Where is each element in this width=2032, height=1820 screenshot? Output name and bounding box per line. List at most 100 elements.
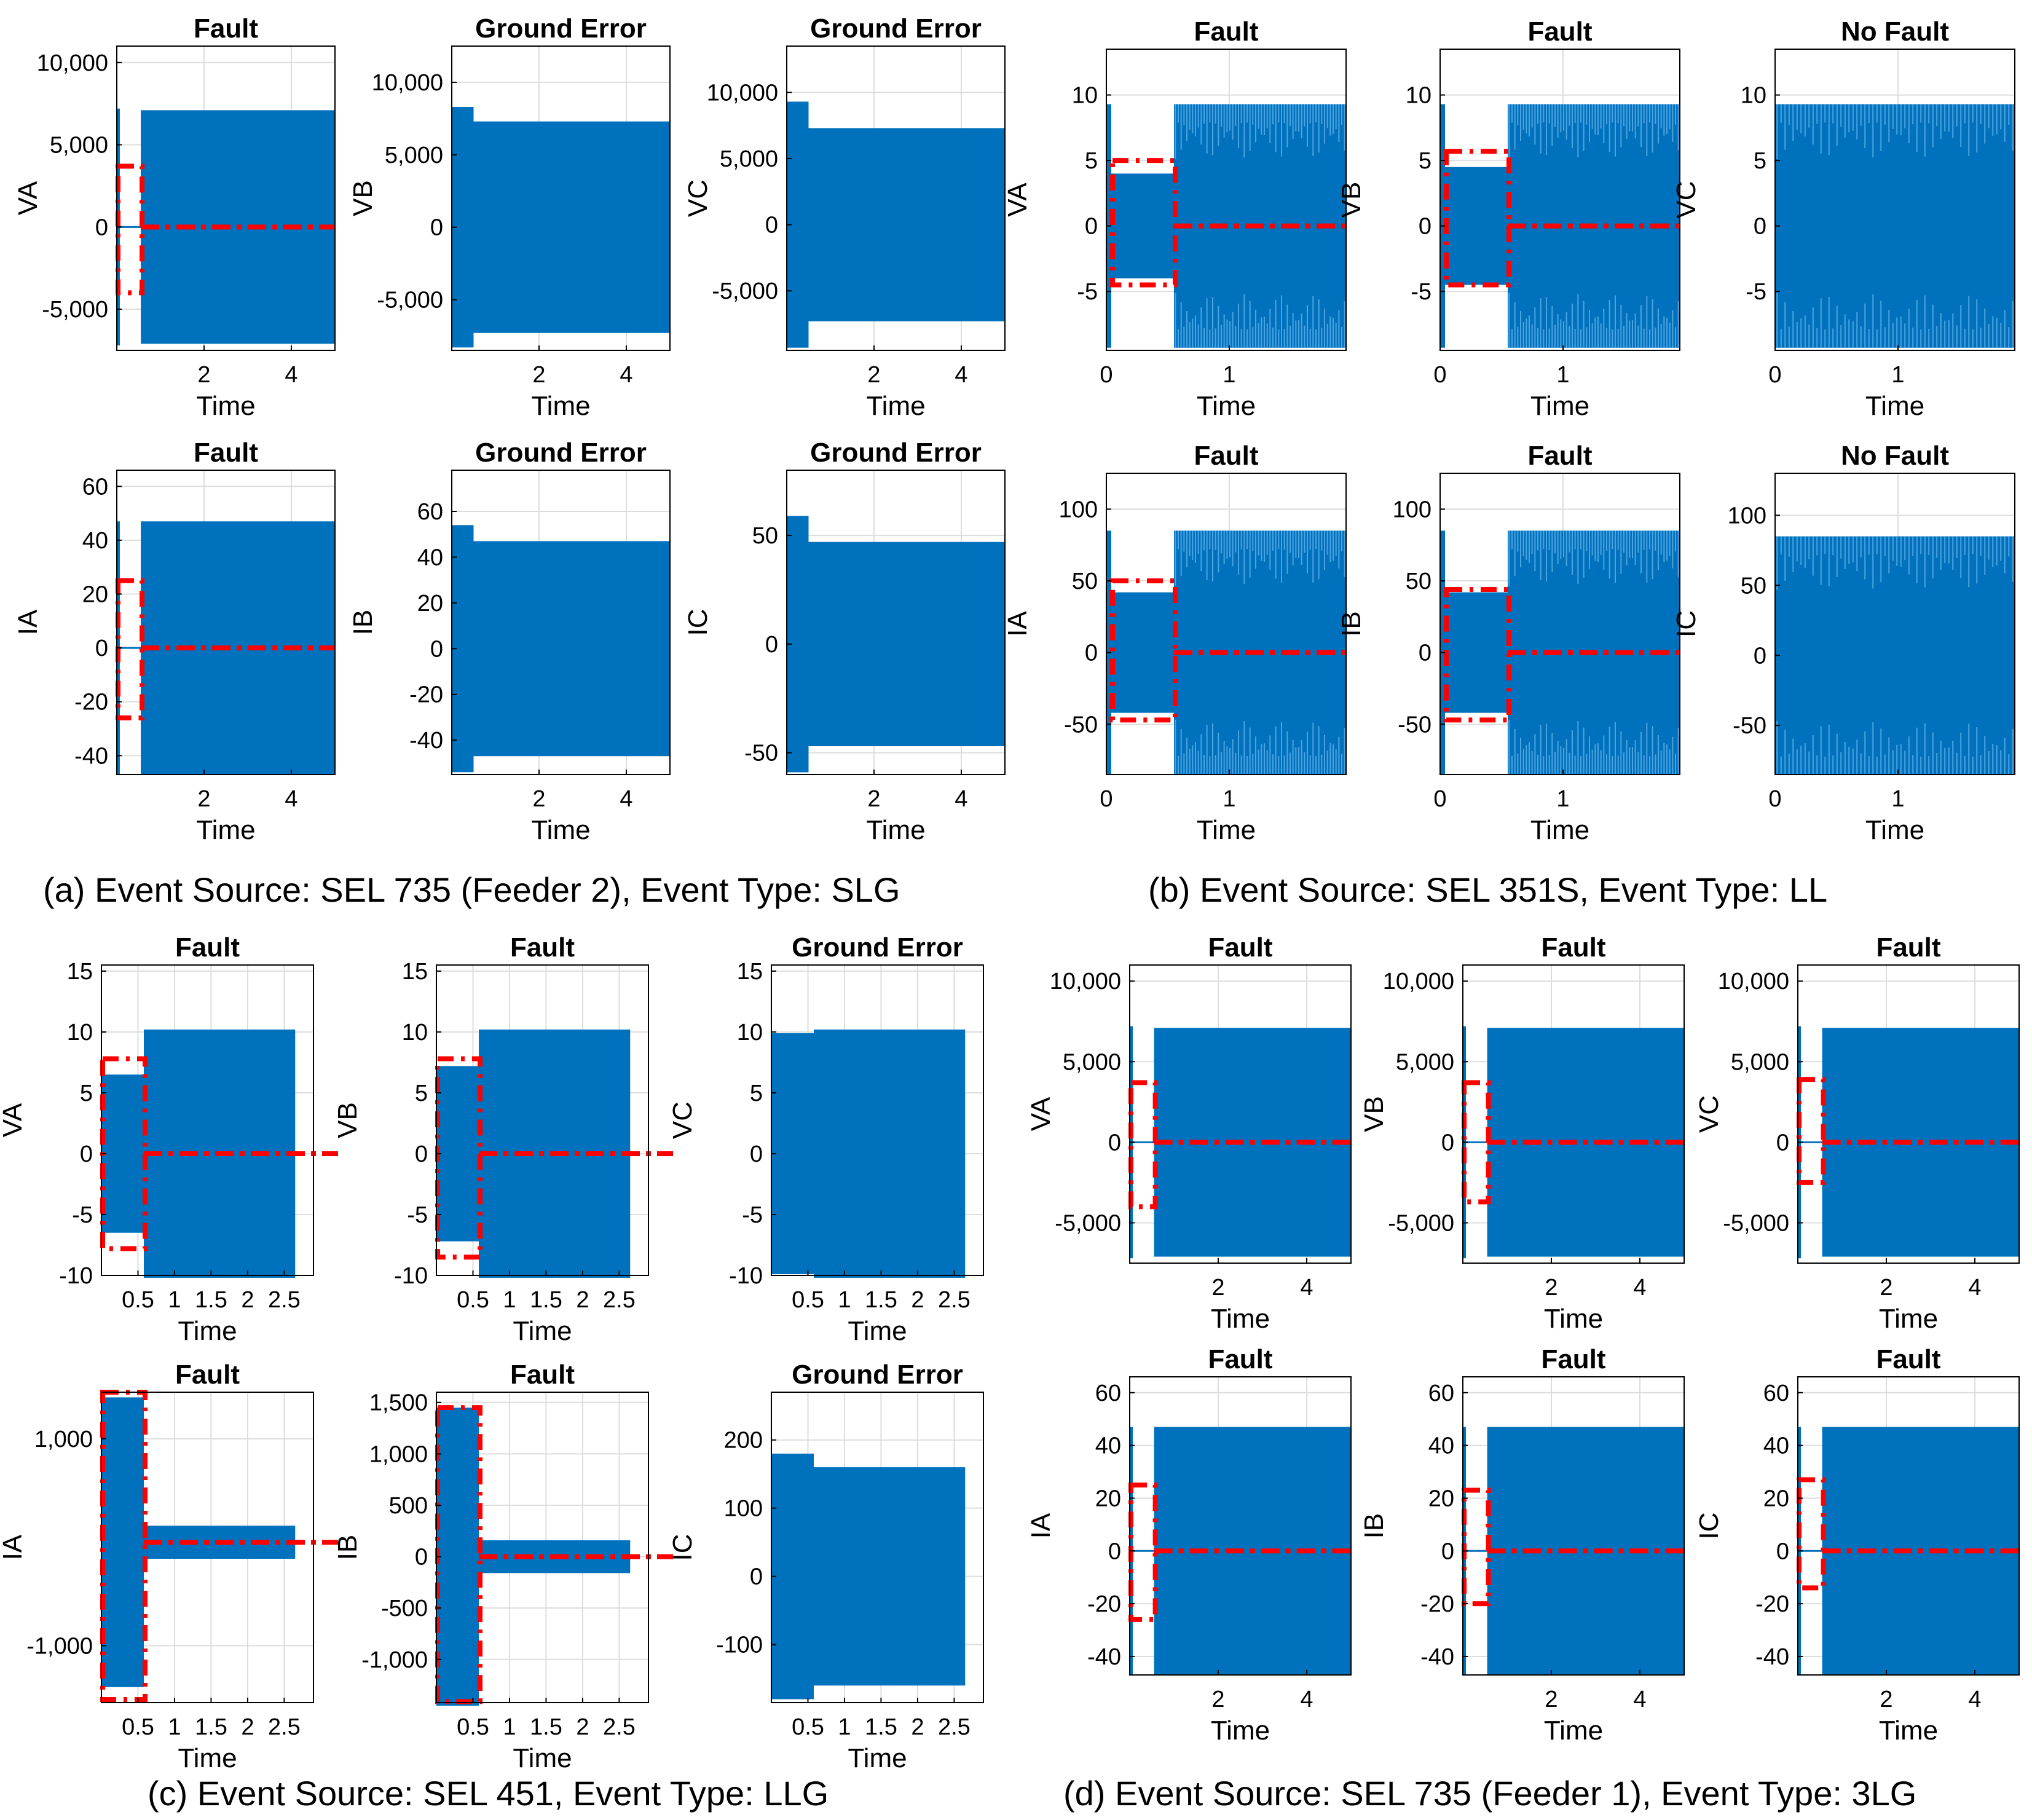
waveform-fault-window (1111, 173, 1174, 278)
y-axis-label: VC (683, 179, 713, 217)
waveform-fault-window (1445, 592, 1508, 713)
x-tick-label: 0 (1768, 362, 1781, 388)
subplot-a-vc (786, 45, 1006, 351)
y-tick-label: 5 (1754, 148, 1766, 174)
x-tick-label: 1.5 (865, 1714, 897, 1740)
y-tick-label: 100 (1728, 503, 1766, 529)
x-axis-label: Time (1197, 815, 1256, 845)
y-tick-label: 20 (1095, 1486, 1121, 1511)
y-tick-label: 1,000 (369, 1441, 428, 1467)
subplot-c-ic (771, 1392, 984, 1703)
y-tick-label: 0 (1419, 214, 1431, 240)
y-tick-label: -500 (381, 1596, 428, 1621)
y-tick-label: 0 (1754, 643, 1766, 669)
subplot-title: Fault (1194, 441, 1258, 471)
x-axis-label: Time (1865, 815, 1924, 845)
y-tick-label: -5,000 (1055, 1210, 1121, 1236)
y-axis-label: IC (667, 1534, 698, 1561)
y-tick-label: 0 (415, 1545, 428, 1570)
y-axis-label: IA (1026, 1513, 1056, 1538)
subplot-title: Fault (1541, 932, 1605, 963)
y-tick-label: -50 (1398, 712, 1431, 738)
x-axis-label: Time (196, 815, 255, 845)
y-axis-label: IB (333, 1535, 363, 1561)
axes-frame (436, 964, 649, 1276)
y-tick-label: 20 (1428, 1486, 1454, 1511)
x-axis-label: Time (178, 1743, 237, 1773)
x-tick-label: 2.5 (603, 1714, 636, 1740)
y-tick-label: 5 (1085, 148, 1098, 174)
x-tick-label: 4 (955, 362, 967, 388)
y-tick-label: 10 (737, 1020, 763, 1046)
y-tick-label: 15 (402, 959, 428, 985)
x-tick-label: 2 (867, 786, 880, 812)
y-tick-label: 40 (1763, 1433, 1789, 1459)
axes-frame (116, 470, 336, 775)
subplot-title: Fault (1208, 932, 1272, 963)
y-tick-label: 0 (750, 1141, 763, 1167)
y-axis-label: VB (1336, 182, 1366, 218)
subplot-title: No Fault (1841, 17, 1949, 47)
y-tick-label: -1,000 (361, 1647, 428, 1673)
x-tick-label: 4 (1300, 1687, 1313, 1712)
fault-window-box (1128, 1080, 1158, 1210)
waveform-fault-window (101, 1397, 144, 1687)
y-tick-label: 100 (724, 1496, 763, 1522)
fault-window-box (1110, 158, 1178, 288)
y-tick-label: 15 (737, 959, 763, 985)
x-tick-label: 1.5 (530, 1287, 562, 1313)
x-axis-label: Time (848, 1743, 907, 1773)
caption-c: (c) Event Source: SEL 451, Event Type: L… (148, 1774, 829, 1813)
x-tick-label: 2 (241, 1714, 254, 1740)
x-axis-label: Time (1211, 1304, 1270, 1334)
axes-frame (771, 1392, 984, 1703)
subplot-d-ic (1797, 1376, 2020, 1676)
y-tick-label: 10 (67, 1020, 93, 1046)
subplot-b-ib (1439, 473, 1680, 775)
x-tick-label: 2 (197, 362, 210, 388)
x-tick-label: 1 (838, 1287, 851, 1313)
x-tick-label: 2 (576, 1287, 589, 1313)
x-tick-label: 2 (197, 786, 210, 812)
x-tick-label: 1 (168, 1714, 181, 1740)
x-axis-label: Time (531, 391, 590, 421)
y-tick-label: 200 (724, 1428, 763, 1454)
x-tick-label: 4 (955, 786, 967, 812)
y-tick-label: 60 (82, 474, 108, 500)
y-tick-label: 0 (430, 215, 443, 241)
y-tick-label: -5 (72, 1202, 93, 1228)
y-axis-label: VB (333, 1102, 363, 1138)
x-tick-label: 0 (1100, 786, 1112, 812)
waveform-pre-fault (771, 1453, 814, 1700)
x-axis-label: Time (1530, 391, 1589, 421)
y-tick-label: 0 (1085, 214, 1098, 240)
x-tick-label: 0 (1433, 786, 1446, 812)
y-tick-label: 1,500 (369, 1390, 428, 1416)
subplot-d-vc (1797, 964, 2020, 1264)
axes-frame (116, 45, 336, 351)
y-tick-label: 0 (95, 636, 108, 661)
y-tick-label: -20 (1087, 1591, 1121, 1617)
fault-window-box (1110, 578, 1178, 723)
y-axis-label: IC (1694, 1513, 1724, 1540)
y-tick-label: -20 (409, 682, 443, 708)
subplot-title: Ground Error (475, 438, 647, 468)
x-axis-label: Time (866, 815, 925, 845)
x-tick-label: 0.5 (457, 1287, 489, 1313)
subplot-a-ia (116, 470, 336, 775)
y-tick-label: -20 (1755, 1591, 1789, 1617)
y-axis-label: VC (667, 1101, 698, 1139)
x-tick-label: 4 (285, 362, 297, 388)
subplot-title: Ground Error (810, 14, 982, 44)
x-tick-label: 1 (503, 1287, 516, 1313)
axes-frame (1774, 49, 2015, 351)
y-tick-label: 40 (82, 528, 108, 554)
y-axis-label: VA (1026, 1097, 1056, 1131)
caption-d: (d) Event Source: SEL 735 (Feeder 1), Ev… (1063, 1774, 1917, 1813)
y-tick-label: 60 (1095, 1381, 1121, 1406)
x-tick-label: 4 (620, 786, 632, 812)
y-tick-label: -50 (744, 741, 778, 766)
subplot-title: Fault (1527, 17, 1592, 47)
y-tick-label: 10,000 (1383, 969, 1454, 995)
y-tick-label: -50 (1064, 712, 1098, 738)
